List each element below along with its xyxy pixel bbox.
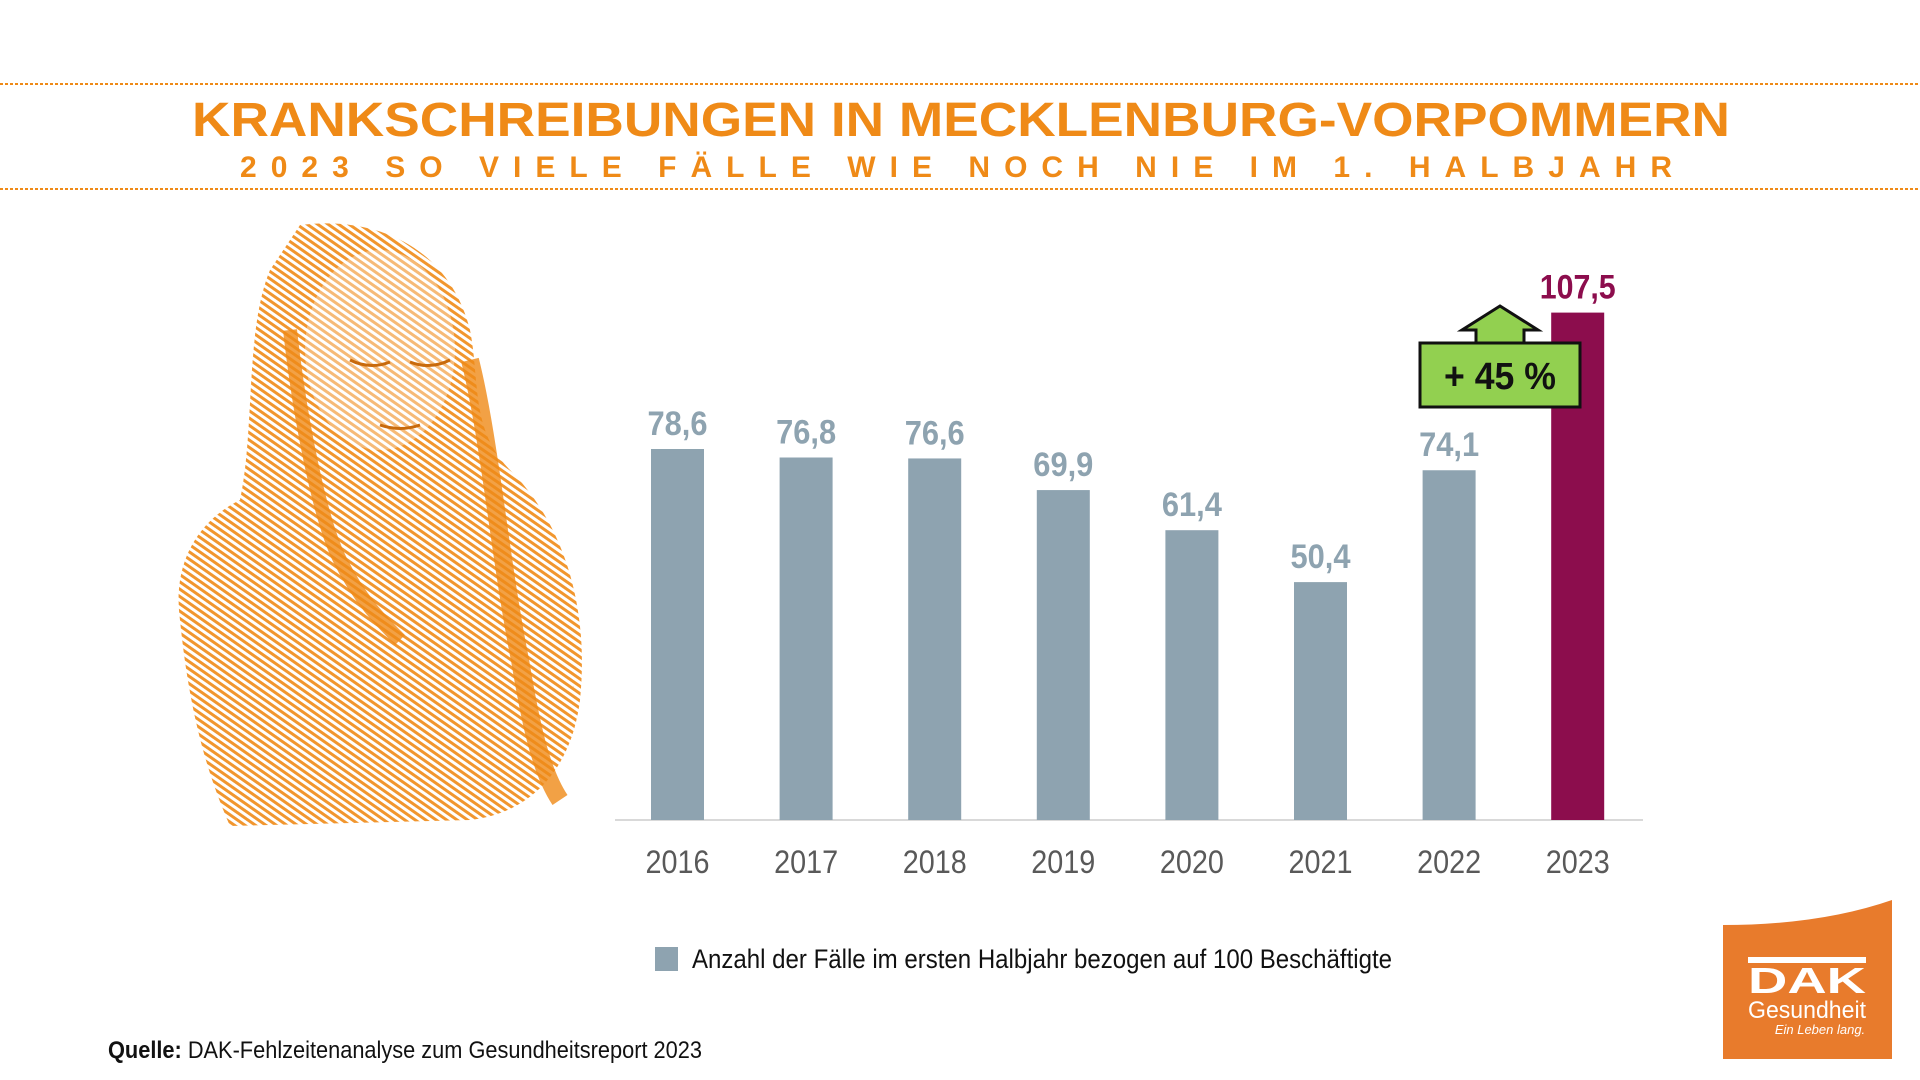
- value-label-2020: 61,4: [1162, 486, 1222, 524]
- x-tick-2016: 2016: [646, 844, 710, 880]
- increase-annotation: + 45 %: [1418, 304, 1582, 409]
- bar-2022: [1422, 470, 1476, 820]
- source-note: Quelle: DAK-Fehlzeitenanalyse zum Gesund…: [108, 1037, 702, 1064]
- x-tick-2019: 2019: [1031, 844, 1095, 880]
- bar-2019: [1036, 490, 1090, 820]
- bar-2016: [651, 449, 704, 820]
- page-subtitle: 2023 SO VIELE FÄLLE WIE NOCH NIE IM 1. H…: [240, 151, 1672, 184]
- value-label-2023: 107,5: [1540, 269, 1616, 307]
- legend: Anzahl der Fälle im ersten Halbjahr bezo…: [655, 944, 1392, 974]
- annotation-box: [1418, 341, 1582, 409]
- bar-chart: 78,6 2016 76,8 2017 76,6 2018 69,9 2019 61,4 2020…: [615, 269, 1643, 880]
- bar-2018: [908, 458, 962, 820]
- value-label-2017: 76,8: [776, 414, 836, 452]
- value-label-2019: 69,9: [1033, 446, 1093, 484]
- logo-tagline: Ein Leben lang.: [1775, 1022, 1865, 1037]
- x-tick-2020: 2020: [1160, 844, 1224, 880]
- bar-2017: [779, 457, 833, 820]
- source-text: DAK-Fehlzeitenanalyse zum Gesundheitsrep…: [182, 1037, 702, 1064]
- source-label: Quelle:: [108, 1037, 182, 1064]
- arrow-up-icon: [1456, 304, 1544, 345]
- x-tick-2018: 2018: [903, 844, 967, 880]
- value-label-2018: 76,6: [905, 414, 965, 452]
- bar-2020: [1165, 530, 1219, 820]
- logo-brand: DAK: [1748, 960, 1866, 1001]
- value-label-2016: 78,6: [648, 405, 708, 443]
- annotation-label: + 45 %: [1444, 356, 1556, 398]
- woman-headache-illustration: [178, 223, 582, 827]
- logo-name: Gesundheit: [1748, 997, 1866, 1024]
- x-tick-2017: 2017: [774, 844, 838, 880]
- x-tick-2023: 2023: [1546, 844, 1610, 880]
- value-label-2022: 74,1: [1419, 426, 1479, 464]
- page-title: KRANKSCHREIBUNGEN IN MECKLENBURG-VORPOMM…: [192, 94, 1730, 147]
- dak-logo: DAK Gesundheit Ein Leben lang.: [1723, 900, 1892, 1059]
- legend-label: Anzahl der Fälle im ersten Halbjahr bezo…: [692, 944, 1392, 974]
- value-label-2021: 50,4: [1291, 538, 1351, 576]
- bar-2021: [1294, 582, 1347, 820]
- legend-swatch: [655, 947, 678, 971]
- x-tick-2022: 2022: [1417, 844, 1481, 880]
- x-tick-2021: 2021: [1289, 844, 1353, 880]
